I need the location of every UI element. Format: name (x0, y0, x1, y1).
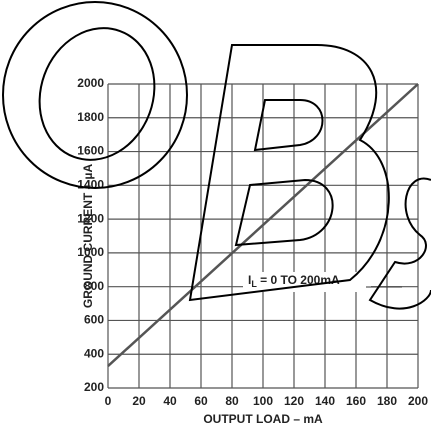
x-tick-label: 40 (163, 394, 177, 408)
y-tick-label: 1000 (77, 245, 104, 259)
annotation-main: I (248, 273, 251, 287)
x-tick-label: 100 (253, 394, 273, 408)
x-tick-label: 140 (315, 394, 335, 408)
x-tick-label: 20 (132, 394, 146, 408)
y-axis-label: GROUND CURRENT – µA (81, 164, 95, 309)
watermark-b (188, 44, 390, 302)
y-tick-label: 600 (84, 313, 104, 327)
x-tick-label: 160 (346, 394, 366, 408)
y-tick-label: 400 (84, 346, 104, 360)
annotation-subscript: L (251, 279, 257, 289)
y-tick-label: 2000 (77, 76, 104, 90)
watermark-s (368, 177, 431, 310)
annotation-rest: = 0 TO 200mA (257, 273, 340, 287)
x-tick-label: 60 (194, 394, 208, 408)
y-tick-label: 1400 (77, 178, 104, 192)
x-tick-label: 200 (408, 394, 428, 408)
watermark-o-inner (38, 27, 156, 161)
y-tick-label: 200 (84, 380, 104, 394)
y-tick-label: 1200 (77, 211, 104, 225)
x-axis-label: OUTPUT LOAD – mA (203, 412, 323, 426)
watermark-o-outer (2, 1, 188, 189)
watermark (2, 1, 431, 310)
y-tick-label: 800 (84, 279, 104, 293)
annotation-background (243, 272, 371, 292)
x-tick-label: 120 (284, 394, 304, 408)
y-tick-label: 1800 (77, 110, 104, 124)
plot-area: 200 400 600 800 1000 1200 1400 1600 1800 2000 0 20 4… (77, 76, 428, 408)
x-tick-label: 0 (105, 394, 112, 408)
x-tick-label: 180 (377, 394, 397, 408)
x-tick-label: 80 (225, 394, 239, 408)
y-tick-label: 1600 (77, 144, 104, 158)
